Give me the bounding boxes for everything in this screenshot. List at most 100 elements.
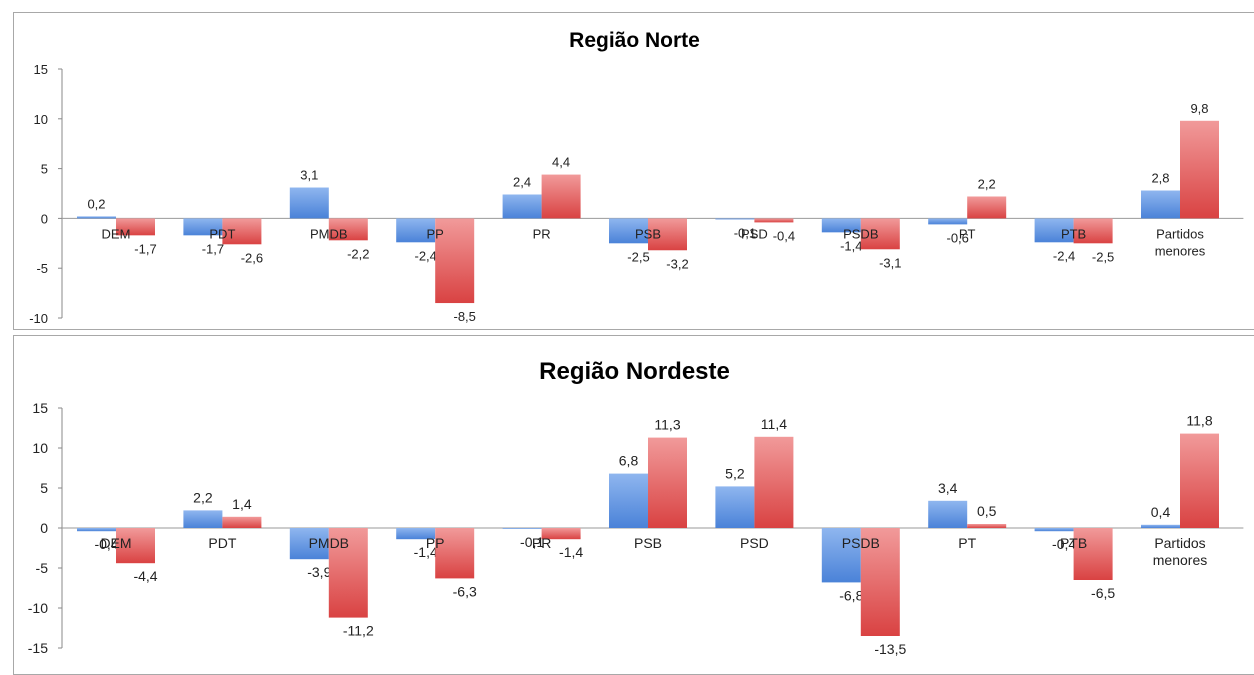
data-label: -1,4: [414, 544, 438, 560]
bar-series1-psb: [648, 437, 687, 528]
data-label: 5,2: [725, 465, 745, 481]
bar-series1-pp: [435, 218, 475, 304]
data-label: -6,3: [453, 583, 477, 599]
category-label: PSB: [634, 535, 662, 551]
category-label: PT: [959, 226, 976, 241]
bar-series0-psb: [609, 473, 648, 528]
bar-series1-pdt: [222, 516, 262, 528]
bar-series1-psdb: [860, 528, 900, 636]
category-label: PDT: [208, 535, 236, 551]
category-label: DEM: [100, 535, 131, 551]
y-tick-label: 0: [41, 211, 48, 226]
data-label: -2,2: [347, 246, 369, 261]
chart-title-nordeste: Região Nordeste: [539, 358, 730, 385]
bar-series0-psb: [609, 218, 648, 244]
data-label: 6,8: [619, 453, 639, 469]
data-label: 11,3: [654, 417, 680, 433]
bar-series0-dem: [77, 216, 116, 219]
data-label: -0,1: [734, 225, 756, 240]
category-label: PT: [958, 535, 976, 551]
y-tick-label: 5: [40, 480, 48, 496]
y-tick-label: 5: [41, 162, 48, 177]
data-label: -0,4: [1052, 536, 1076, 552]
bar-series0-pr: [502, 194, 542, 219]
bar-charts-canvas: 151050-5-100,2-1,7DEM-1,7-2,6PDT3,1-2,2P…: [28, 62, 1244, 657]
data-label: 1,4: [232, 496, 252, 512]
bar-series0-pt: [928, 218, 968, 225]
bar-series0-pdt: [183, 510, 223, 528]
bar-series1-pmdb: [328, 528, 368, 618]
category-label: PP: [426, 535, 445, 551]
bar-series1-partidos-menores: [1180, 120, 1219, 219]
y-tick-label: -10: [29, 311, 48, 326]
data-label: -4,4: [133, 568, 157, 584]
category-label: menores: [1153, 552, 1207, 568]
category-label: PSDB: [842, 535, 880, 551]
data-label: 0,2: [87, 196, 105, 211]
category-label: PDT: [209, 226, 235, 241]
bar-series0-psd: [715, 218, 755, 220]
chart-1: 15 10 5 0 -5 -10 -15 -0,4 -4,4 DEM 2,2 1,4 PDT -3,9 -1…: [28, 400, 1244, 657]
category-label: PMDB: [310, 226, 348, 241]
bar-series1-pt: [967, 524, 1007, 528]
data-label: -6,8: [839, 587, 863, 603]
category-label: menores: [1155, 243, 1206, 258]
data-label: 9,8: [1190, 101, 1208, 116]
bar-series0-psdb: [821, 528, 861, 583]
bar-series1-pr: [541, 174, 581, 219]
bar-series1-dem: [116, 218, 155, 236]
data-label: -1,4: [840, 238, 862, 253]
data-label: 11,4: [761, 416, 787, 432]
bar-series1-psd: [754, 436, 794, 528]
category-label: PTB: [1060, 535, 1087, 551]
data-label: 3,4: [938, 480, 958, 496]
bar-series0-pp: [396, 528, 436, 540]
data-label: -0,6: [946, 230, 968, 245]
bar-series0-ptb: [1034, 528, 1074, 532]
category-label: PMDB: [309, 535, 349, 551]
bar-series1-dem: [116, 528, 155, 564]
chart-panel-norte: Região Norte: [13, 12, 1254, 330]
data-label: -3,2: [666, 256, 688, 271]
bar-series1-pt: [967, 196, 1007, 219]
data-label: 3,1: [300, 168, 318, 183]
data-label: -11,2: [343, 623, 374, 639]
bar-series1-pr: [541, 528, 581, 540]
bar-series0-pmdb: [289, 528, 329, 560]
chart-title-norte: Região Norte: [569, 29, 700, 52]
bar-series1-ptb: [1073, 218, 1113, 244]
bar-series0-pr: [502, 528, 542, 529]
data-label: 2,2: [193, 489, 213, 505]
category-label: PSB: [635, 226, 661, 241]
category-label: Partidos: [1156, 226, 1204, 241]
y-tick-label: 10: [34, 112, 48, 127]
bar-series0-pmdb: [289, 187, 329, 219]
category-label: PTB: [1061, 226, 1086, 241]
chart-0: 151050-5-100,2-1,7DEM-1,7-2,6PDT3,1-2,2P…: [29, 62, 1244, 326]
bar-series0-psd: [715, 486, 755, 528]
data-label: -8,5: [453, 309, 475, 324]
data-label: -2,5: [627, 249, 649, 264]
bar-series0-partidos-menores: [1141, 190, 1180, 219]
category-label: PP: [427, 226, 444, 241]
chart-panel-nordeste: Região Nordeste: [13, 335, 1254, 675]
data-label: -6,5: [1091, 585, 1115, 601]
category-label: PSD: [741, 226, 768, 241]
category-label: PR: [533, 226, 551, 241]
category-label: Partidos: [1154, 535, 1205, 551]
data-label: 2,4: [513, 174, 531, 189]
bar-series0-ptb: [1034, 218, 1074, 243]
data-label: -13,5: [874, 641, 906, 657]
bar-series1-pdt: [222, 218, 262, 245]
data-label: -0,1: [520, 534, 544, 550]
bar-series0-pt: [928, 500, 968, 528]
category-label: DEM: [102, 226, 131, 241]
bar-series1-pp: [435, 528, 475, 579]
bar-series1-psd: [754, 218, 794, 223]
data-label: -0,4: [773, 228, 795, 243]
bar-series1-psdb: [860, 218, 900, 250]
data-label: -1,7: [134, 241, 156, 256]
data-label: -0,4: [94, 536, 118, 552]
y-tick-label: -15: [28, 640, 48, 656]
category-label: PSDB: [843, 226, 878, 241]
